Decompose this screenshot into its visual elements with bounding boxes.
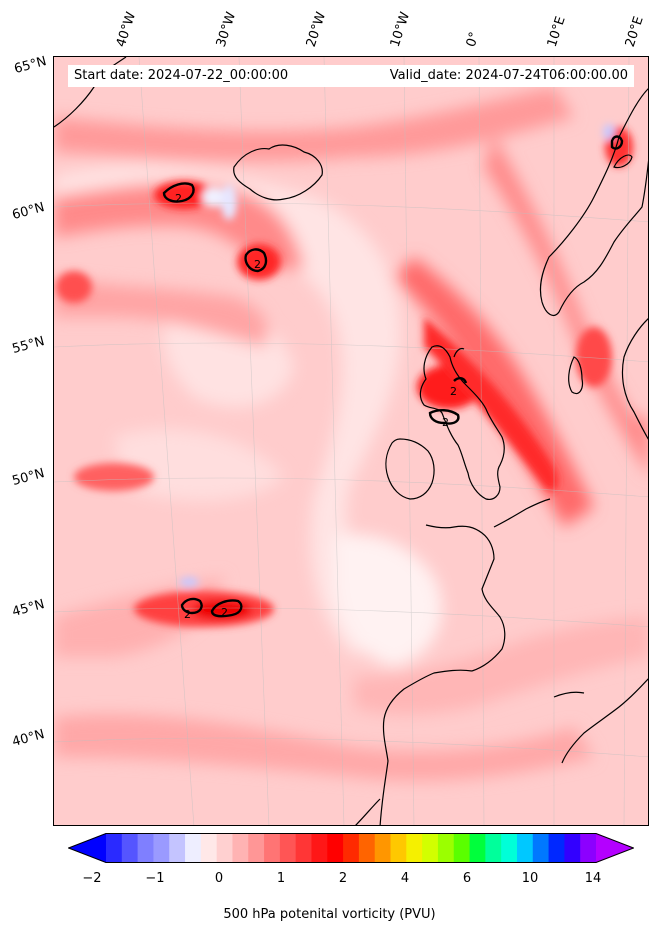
colorbar-segment <box>532 833 550 863</box>
colorbar-segment <box>327 833 344 863</box>
colorbar-segment <box>295 833 312 863</box>
colorbar-segment <box>343 833 360 863</box>
map-panel: 2 2 2 2 2 2 Start date: 2024-07-22_00:00… <box>53 56 649 826</box>
colorbar-segment <box>358 833 376 863</box>
colorbar-segment <box>422 833 439 863</box>
lon-label-30w: 30°W <box>213 10 240 49</box>
contour-label: 2 <box>175 192 182 205</box>
colorbar-segment <box>248 833 265 863</box>
colorbar-segment <box>169 833 186 863</box>
colorbar-segment <box>406 833 423 863</box>
colorbar-tick-label: 4 <box>400 871 410 886</box>
colorbar-segment <box>485 833 502 863</box>
colorbar-segment <box>548 833 565 863</box>
colorbar-tick-label: −1 <box>145 871 165 886</box>
lat-label-55n: 55°N <box>10 334 47 357</box>
colorbar-segment <box>264 833 281 863</box>
start-date-label: Start date: 2024-07-22_00:00:00 <box>74 68 289 83</box>
colorbar-tick-label: −2 <box>82 871 102 886</box>
colorbar-segment <box>311 833 328 863</box>
lat-label-45n: 45°N <box>10 597 47 620</box>
colorbar-extend-max <box>596 833 634 863</box>
lat-label-65n: 65°N <box>12 54 49 77</box>
colorbar-segment <box>501 833 518 863</box>
lon-label-0: 0° <box>463 30 483 49</box>
colorbar-segment <box>516 833 534 863</box>
colorbar-title: 500 hPa potenital vorticity (PVU) <box>223 907 436 922</box>
colorbar-extend-min <box>68 833 106 863</box>
colorbar-tick-label: 1 <box>276 871 286 886</box>
colorbar <box>68 833 634 863</box>
colorbar-segment <box>564 833 581 863</box>
colorbar-segment <box>185 833 202 863</box>
pv-field-map: 2 2 2 2 2 2 <box>54 57 648 825</box>
colorbar-segment <box>580 833 597 863</box>
colorbar-segment <box>279 833 297 863</box>
run-info-box: Start date: 2024-07-22_00:00:00 Valid_da… <box>68 65 634 87</box>
lon-label-10e: 10°E <box>544 14 569 50</box>
colorbar-segment <box>137 833 154 863</box>
colorbar-outline <box>68 833 634 863</box>
colorbar-segment <box>374 833 392 863</box>
contour-label: 2 <box>221 606 228 619</box>
pv-2-contours <box>162 135 624 618</box>
colorbar-segment <box>469 833 486 863</box>
colorbar-tick-label: 0 <box>214 871 224 886</box>
lon-label-40w: 40°W <box>113 10 140 49</box>
colorbar-segment <box>106 833 123 863</box>
colorbar-segment <box>453 833 471 863</box>
colorbar-tick-label: 6 <box>462 871 472 886</box>
contour-labels: 2 2 2 2 2 2 <box>175 192 457 621</box>
colorbar-segment <box>390 833 407 863</box>
contour-label: 2 <box>254 258 261 271</box>
contour-label: 2 <box>450 385 457 398</box>
lon-label-20w: 20°W <box>303 10 330 49</box>
lat-label-60n: 60°N <box>10 200 47 223</box>
colorbar-segment <box>153 833 170 863</box>
colorbar-tick-label: 14 <box>584 871 602 886</box>
colorbar-segment <box>200 833 218 863</box>
colorbar-tick-label: 2 <box>338 871 348 886</box>
contour-label: 2 <box>442 416 449 429</box>
colorbar-segment <box>216 833 233 863</box>
lon-label-10w: 10°W <box>387 10 414 49</box>
colorbar-segment <box>121 833 139 863</box>
contour-label: 2 <box>184 608 191 621</box>
lat-label-40n: 40°N <box>10 727 47 750</box>
valid-date-label: Valid_date: 2024-07-24T06:00:00.00 <box>389 68 628 83</box>
lon-label-20e: 20°E <box>622 14 647 50</box>
colorbar-segment <box>232 833 249 863</box>
colorbar-tick-label: 10 <box>521 871 539 886</box>
colorbar-segment <box>437 833 455 863</box>
lat-label-50n: 50°N <box>10 466 47 489</box>
